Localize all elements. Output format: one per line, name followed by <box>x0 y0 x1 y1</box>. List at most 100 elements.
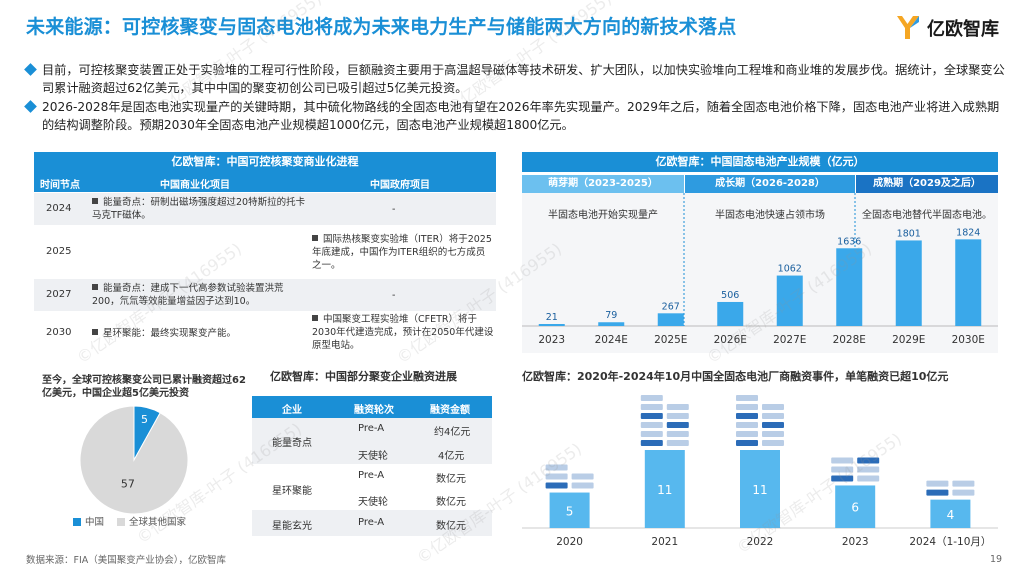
tick-label: 2023 <box>538 334 565 346</box>
investor-logo-tile <box>736 431 758 437</box>
data-label: 1062 <box>778 264 802 275</box>
data-label: 5 <box>566 504 574 518</box>
tick-label: 2029E <box>892 334 925 346</box>
data-label: 4 <box>947 508 955 522</box>
round-cell: Pre-A <box>358 517 385 528</box>
battery-chart-title: 亿欧智库：中国固态电池产业规模（亿元） <box>522 152 998 172</box>
investor-logo-tile <box>831 466 854 473</box>
investor-logo-tile <box>545 464 568 471</box>
legend-label: 中国 <box>85 517 105 528</box>
battery-bar-chart: 21 2023 79 2024E 267 2025E 506 2026E 1062 2027E 16… <box>522 193 998 346</box>
diamond-bullet-icon <box>24 63 37 76</box>
round-cell: 天使轮 <box>358 497 388 508</box>
investor-logo-tile <box>640 440 663 446</box>
investor-logo-tile <box>640 404 663 410</box>
bar <box>776 275 803 326</box>
bullet-text: 目前，可控核聚变装置正处于实验堆的工程可行性阶段，巨额融资主要用于高温超导磁体等… <box>42 63 1005 95</box>
data-label: 21 <box>546 312 558 323</box>
tick-label: 2026E <box>714 334 747 346</box>
tick-label: 2022 <box>747 536 774 548</box>
government-cell: 国际热核聚变实验堆（ITER）将于2025年底建成，中国作为ITER组织的七方成… <box>312 234 492 271</box>
bar <box>836 248 863 326</box>
investor-logo-tile <box>545 482 568 489</box>
year-cell: 2027 <box>46 289 72 300</box>
investor-logo-tile <box>736 422 758 428</box>
amount-cell: 约4亿元 <box>434 427 471 438</box>
investor-logo-tile <box>736 404 758 410</box>
investor-logo-tile <box>831 457 854 464</box>
table-row: 2025 国际热核聚变实验堆（ITER）将于2025年底建成，中国作为ITER组… <box>34 225 496 279</box>
summary-bullets: 目前，可控核聚变装置正处于实验堆的工程可行性阶段，巨额融资主要用于高温超导磁体等… <box>24 62 1006 136</box>
data-label: 11 <box>752 483 767 497</box>
investor-logo-tile <box>736 440 758 446</box>
investor-logo-tile <box>736 395 758 401</box>
tick-label: 2028E <box>833 334 866 346</box>
table-row: 2030 星环聚能：最终实现聚变产能。 中国聚变工程实验堆（CFETR）将于20… <box>34 311 496 353</box>
commercial-cell: 星环聚能：最终实现聚变产能。 <box>92 327 307 340</box>
investor-logo-tile <box>666 422 689 428</box>
investor-logo-tile <box>857 457 880 464</box>
investor-logo-tile <box>831 475 854 482</box>
investor-logo-tile <box>666 440 689 446</box>
legend-swatch <box>117 518 126 526</box>
investor-logo-tile <box>571 482 594 489</box>
investor-logo-tile <box>857 475 880 482</box>
year-cell: 2024 <box>46 203 72 214</box>
tick-label: 2024E <box>595 334 628 346</box>
data-label: 1824 <box>956 227 980 238</box>
data-label: 11 <box>657 483 672 497</box>
bullet-text: 2026-2028年是固态电池实现量产的关键時期，其中硫化物路线的全固态电池有望… <box>42 100 1000 132</box>
column-header: 融资轮次 <box>354 405 394 416</box>
commercial-cell: 能量奇点：建成下一代高参数试验装置洪荒200，氘氚等效能量增益因子达到10。 <box>92 283 284 307</box>
tick-label: 2023 <box>842 536 869 548</box>
investor-logo-tile <box>857 466 880 473</box>
pie-caption: 至今，全球可控核聚变公司已累计融资超过62亿美元，中国企业超5亿美元投资 <box>42 375 246 399</box>
investor-logo-tile <box>666 431 689 437</box>
tick-label: 2025E <box>654 334 687 346</box>
column-header: 企业 <box>282 405 302 416</box>
fusion-table-header: 时间节点 中国商业化项目 中国政府项目 <box>34 172 496 192</box>
phase-desc: 半固态电池开始实现量产 <box>548 210 658 221</box>
government-cell: - <box>392 204 396 215</box>
investor-logo-tile <box>762 413 784 419</box>
bullet-item: 2026-2028年是固态电池实现量产的关键時期，其中硫化物路线的全固态电池有望… <box>24 99 1006 134</box>
data-label: 506 <box>721 290 739 301</box>
pie-legend: 中国 全球其他国家 <box>73 514 186 528</box>
investor-logo-tile <box>762 404 784 410</box>
fusion-table-title: 亿欧智库：中国可控核聚变商业化进程 <box>34 152 496 172</box>
investor-logo-tile <box>571 473 594 480</box>
year-cell: 2025 <box>46 246 72 257</box>
column-header: 时间节点 <box>40 180 80 191</box>
diamond-bullet-icon <box>24 100 37 113</box>
page-title: 未来能源：可控核聚变与固态电池将成为未来电力生产与储能两大方向的新技术落点 <box>26 16 737 38</box>
column-header: 中国政府项目 <box>370 180 430 191</box>
legend-swatch <box>73 518 81 526</box>
bar <box>740 450 780 528</box>
slice-label: 5 <box>141 413 148 426</box>
phase-desc: 半固态电池快速占领市场 <box>715 210 825 221</box>
yiou-logo: 亿欧智库 <box>893 12 1013 42</box>
pie-slice <box>79 405 189 515</box>
table-row-band <box>252 510 492 536</box>
amount-cell: 4亿元 <box>438 451 465 462</box>
financing-events-title: 亿欧智库：2020年-2024年10月中国全固态电池厂商融资事件，单笔融资已超1… <box>522 370 949 383</box>
bar <box>598 322 625 326</box>
bar <box>930 499 971 528</box>
tick-label: 2024（1-10月） <box>909 536 991 548</box>
bar <box>955 239 982 326</box>
round-cell: Pre-A <box>358 423 385 434</box>
table-row: 2027 能量奇点：建成下一代高参数试验装置洪荒200，氘氚等效能量增益因子达到… <box>34 279 496 311</box>
data-label: 267 <box>662 301 680 312</box>
data-label: 79 <box>605 310 617 321</box>
tick-label: 2027E <box>773 334 806 346</box>
investor-logo-tile <box>736 413 758 419</box>
investor-logo-tile <box>952 489 975 496</box>
yiou-logo-icon <box>897 16 919 39</box>
amount-cell: 数亿元 <box>436 497 466 508</box>
investor-logo-tile <box>926 489 949 496</box>
bar <box>644 450 685 528</box>
round-cell: Pre-A <box>358 470 385 481</box>
bar <box>895 240 922 326</box>
bar <box>835 485 876 528</box>
phase-desc: 全固态电池替代半固态电池。 <box>862 210 992 221</box>
